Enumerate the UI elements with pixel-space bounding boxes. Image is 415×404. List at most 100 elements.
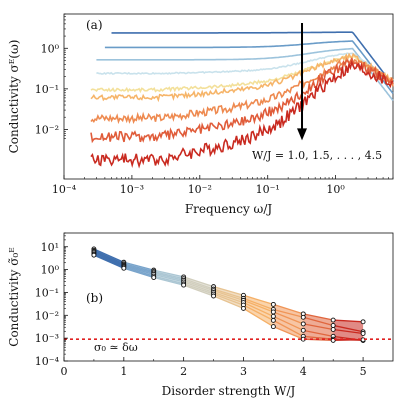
data-point-s6-6	[270, 324, 276, 330]
b-x-tick-label-1: 1	[120, 365, 127, 378]
x-tick-label-3: 10⁻¹	[256, 183, 280, 196]
b-y-tick-label-3: 10⁻¹	[35, 286, 59, 299]
b-x-tick-label-0: 0	[61, 365, 68, 378]
b-y-tick-label-2: 10⁻²	[35, 309, 59, 322]
series-6-segment-0	[93, 254, 125, 269]
data-point-s1-9	[360, 319, 366, 325]
panel-b-frame	[63, 232, 394, 362]
series-3-segment-2	[153, 272, 184, 281]
series-4-segment-6	[273, 315, 304, 331]
data-point-s6-2	[151, 275, 157, 280]
increasing-disorder-arrow	[297, 23, 308, 141]
panel-a-frame	[63, 13, 394, 180]
series-4-segment-0	[93, 252, 125, 267]
data-point-s1-8	[330, 317, 336, 323]
series-3-segment-6	[273, 311, 304, 325]
data-point-s6-0	[91, 252, 97, 258]
panel-b-x-axis-label: Disorder strength W/J	[162, 384, 296, 398]
series-3-segment-4	[213, 290, 244, 301]
series-5-segment-0	[93, 253, 125, 268]
series-5-segment-2	[153, 275, 184, 285]
series-3-segment-3	[183, 279, 214, 292]
data-point-s3-7	[300, 321, 306, 327]
series-4-segment-3	[183, 281, 214, 294]
series-1-segment-0	[93, 248, 125, 263]
series-3-segment-8	[333, 328, 364, 335]
panel-b-gradient-bands	[93, 248, 364, 341]
y-tick-label-0: 10⁻²	[35, 123, 59, 136]
b-y-tick-label-1: 10⁻³	[35, 332, 59, 345]
series-2-segment-2	[153, 270, 184, 280]
series-2-segment-7	[303, 316, 334, 327]
data-point-s3-9	[360, 331, 366, 336]
series-5-segment-6	[273, 319, 304, 337]
series-5-segment-3	[183, 283, 214, 295]
b-x-tick-label-5: 5	[360, 365, 367, 378]
series-4-segment-7	[303, 329, 334, 337]
series-2-segment-1	[123, 263, 154, 273]
x-tick-label-1: 10⁻³	[120, 183, 144, 196]
series-2-segment-4	[213, 288, 244, 300]
x-tick-label-0: 10⁻⁴	[52, 183, 77, 196]
panel-b-label: (b)	[86, 291, 103, 305]
series-line-3	[96, 47, 394, 102]
series-5-segment-1	[123, 266, 154, 277]
b-y-tick-label-5: 10¹	[41, 241, 59, 254]
data-point-s4-7	[300, 327, 306, 333]
data-point-s4-6	[270, 313, 276, 319]
data-point-s6-4	[211, 293, 216, 299]
series-2-segment-6	[273, 308, 304, 318]
series-6-segment-1	[123, 267, 154, 279]
band-segment-8	[333, 320, 364, 341]
series-4-segment-5	[243, 302, 274, 317]
series-3-segment-5	[243, 299, 274, 313]
series-3-segment-7	[303, 323, 334, 331]
series-1-segment-8	[333, 319, 364, 323]
series-4-segment-4	[213, 291, 244, 304]
panel-a-ticks: 10⁻⁴ 10⁻³ 10⁻² 10⁻¹ 10⁰ 10⁻² 10⁻¹ 10⁰	[35, 13, 394, 196]
panel-b-ticks: 0 1 2 3 4 5 10⁻⁴ 10⁻³ 10⁻² 10⁻¹ 10⁰ 10¹	[35, 232, 367, 378]
series-line-2	[104, 40, 394, 94]
series-3-segment-0	[93, 250, 125, 266]
b-x-tick-label-4: 4	[300, 365, 307, 378]
data-point-s6-5	[241, 305, 246, 311]
series-line-4	[96, 52, 394, 84]
disorder-values-annotation: W/J = 1.0, 1.5, . . . , 4.5	[252, 149, 382, 162]
y-tick-label-1: 10⁻¹	[35, 83, 59, 96]
data-point-s5-6	[270, 317, 276, 323]
series-2-segment-0	[93, 249, 125, 265]
series-1-segment-3	[183, 276, 214, 288]
band-segment-6	[273, 304, 304, 340]
panel-a-series	[90, 31, 394, 169]
arrow-head	[297, 128, 308, 141]
series-3-segment-1	[123, 264, 154, 274]
series-6-segment-2	[153, 276, 184, 286]
series-4-segment-2	[153, 273, 184, 283]
series-1-segment-7	[303, 313, 334, 321]
panel-a-y-axis-label: Conductivity σᴱ(ω)	[7, 40, 21, 154]
series-1-segment-1	[123, 261, 154, 271]
b-y-tick-label-0: 10⁻⁴	[35, 355, 60, 368]
data-point-s3-8	[330, 327, 336, 332]
panel-a-label: (a)	[86, 18, 103, 32]
data-point-s3-6	[270, 309, 276, 315]
series-line-9	[90, 60, 394, 169]
y-tick-label-2: 10⁰	[41, 42, 60, 55]
data-point-s6-3	[181, 282, 187, 288]
panel-b-series	[91, 246, 366, 343]
series-4-segment-1	[123, 265, 154, 275]
series-2-segment-5	[243, 297, 274, 311]
data-point-s2-8	[330, 322, 336, 328]
panel-a: 10⁻⁴ 10⁻³ 10⁻² 10⁻¹ 10⁰ 10⁻² 10⁻¹ 10⁰ (a) Frequ…	[7, 13, 394, 216]
series-6-segment-3	[183, 284, 214, 297]
x-tick-label-4: 10⁰	[326, 183, 345, 196]
series-5-segment-5	[243, 304, 274, 321]
x-tick-label-2: 10⁻²	[188, 183, 212, 196]
data-point-s6-1	[121, 265, 127, 271]
panel-a-x-axis-label: Frequency ω/J	[185, 202, 273, 216]
b-y-tick-label-4: 10⁰	[41, 264, 60, 277]
series-1-segment-6	[273, 303, 304, 315]
series-line-1	[111, 31, 394, 86]
series-6-segment-4	[213, 295, 244, 310]
